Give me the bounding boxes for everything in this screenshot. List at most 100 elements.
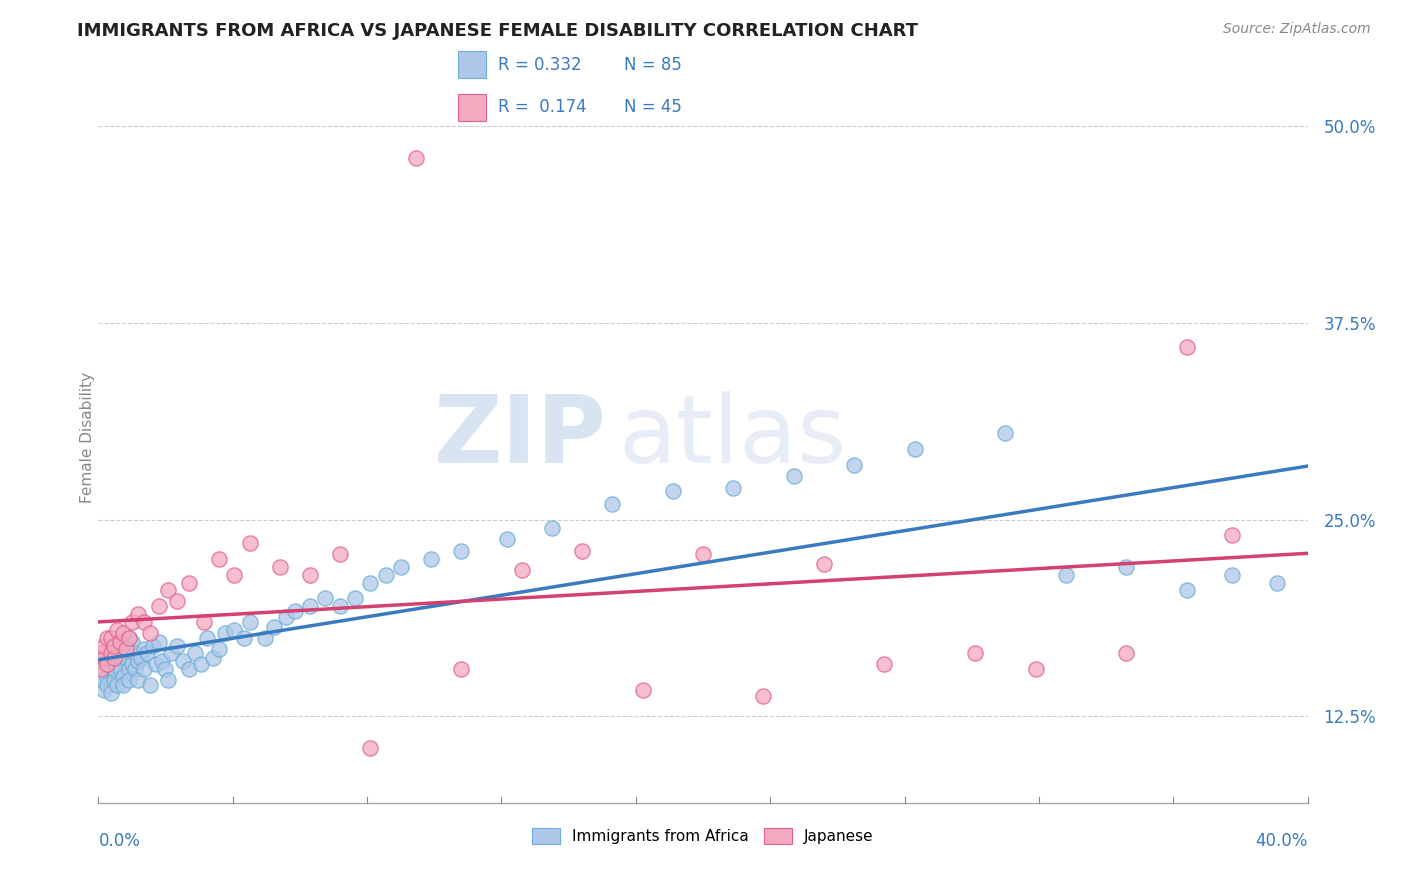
Point (193, 615, 215, 629)
Point (344, 591, 367, 606)
Text: R = 0.332: R = 0.332 (498, 56, 581, 74)
Text: R =  0.174: R = 0.174 (498, 98, 586, 116)
Point (965, 646, 987, 660)
Point (1115, 559, 1137, 574)
Point (90, 646, 112, 660)
Point (1175, 340, 1198, 354)
Point (420, 552, 443, 566)
Point (132, 615, 155, 629)
Point (190, 657, 212, 672)
Point (1220, 528, 1243, 542)
Point (783, 468, 806, 483)
Point (269, 559, 291, 574)
Point (1267, 575, 1289, 590)
Point (103, 662, 125, 676)
Point (723, 481, 745, 495)
Point (156, 583, 179, 598)
Point (450, 662, 472, 676)
Point (103, 639, 125, 653)
Point (153, 662, 176, 676)
Point (208, 552, 231, 566)
Legend: Immigrants from Africa, Japanese: Immigrants from Africa, Japanese (526, 822, 880, 850)
Point (103, 657, 125, 672)
Point (111, 670, 134, 684)
Point (160, 646, 183, 660)
Text: Source: ZipAtlas.com: Source: ZipAtlas.com (1223, 22, 1371, 37)
Point (118, 631, 141, 645)
Point (127, 673, 149, 687)
Point (105, 678, 128, 692)
Y-axis label: Female Disability: Female Disability (80, 371, 94, 503)
Point (813, 557, 835, 571)
Point (93, 651, 115, 665)
Point (145, 657, 167, 672)
Point (148, 635, 170, 649)
Point (844, 458, 866, 472)
Text: 0.0%: 0.0% (98, 832, 141, 850)
Point (360, 575, 382, 590)
Point (127, 654, 149, 668)
Point (118, 631, 141, 645)
Point (314, 591, 336, 606)
Point (103, 654, 125, 668)
Point (96, 651, 118, 665)
Point (1220, 567, 1243, 582)
Point (1054, 567, 1077, 582)
Point (150, 654, 173, 668)
Text: N = 45: N = 45 (624, 98, 682, 116)
Point (195, 631, 218, 645)
Point (103, 651, 125, 665)
Point (93, 662, 115, 676)
Point (124, 662, 146, 676)
Point (405, 151, 427, 165)
Point (166, 639, 188, 653)
Point (873, 657, 896, 672)
Point (114, 641, 136, 656)
Point (450, 544, 472, 558)
Point (90, 673, 112, 687)
Text: IMMIGRANTS FROM AFRICA VS JAPANESE FEMALE DISABILITY CORRELATION CHART: IMMIGRANTS FROM AFRICA VS JAPANESE FEMAL… (77, 22, 918, 40)
Point (602, 497, 624, 511)
Text: atlas: atlas (619, 391, 846, 483)
Point (111, 639, 134, 653)
Point (121, 635, 143, 649)
Point (121, 615, 143, 629)
Point (105, 623, 128, 637)
Point (389, 559, 412, 574)
Point (139, 678, 162, 692)
Point (129, 651, 152, 665)
Point (100, 631, 122, 645)
Point (108, 646, 131, 660)
Point (93, 657, 115, 672)
Point (90, 662, 112, 676)
Point (179, 662, 201, 676)
Point (263, 619, 285, 633)
Point (96, 678, 118, 692)
Point (232, 631, 254, 645)
Point (208, 641, 231, 656)
Point (105, 651, 128, 665)
Point (510, 563, 533, 577)
Point (495, 532, 517, 546)
Point (299, 599, 322, 614)
Point (239, 536, 262, 550)
FancyBboxPatch shape (458, 94, 486, 120)
Text: N = 85: N = 85 (624, 56, 682, 74)
Point (994, 426, 1017, 441)
Point (571, 544, 593, 558)
Point (179, 575, 201, 590)
Point (121, 657, 143, 672)
Point (274, 610, 297, 624)
Point (100, 686, 122, 700)
Point (752, 689, 775, 703)
Point (661, 484, 683, 499)
Point (127, 607, 149, 621)
Point (692, 547, 714, 561)
Point (329, 547, 352, 561)
Point (100, 662, 122, 676)
Point (105, 641, 128, 656)
Point (139, 626, 162, 640)
Point (360, 740, 382, 755)
Point (1024, 662, 1046, 676)
Point (124, 646, 146, 660)
